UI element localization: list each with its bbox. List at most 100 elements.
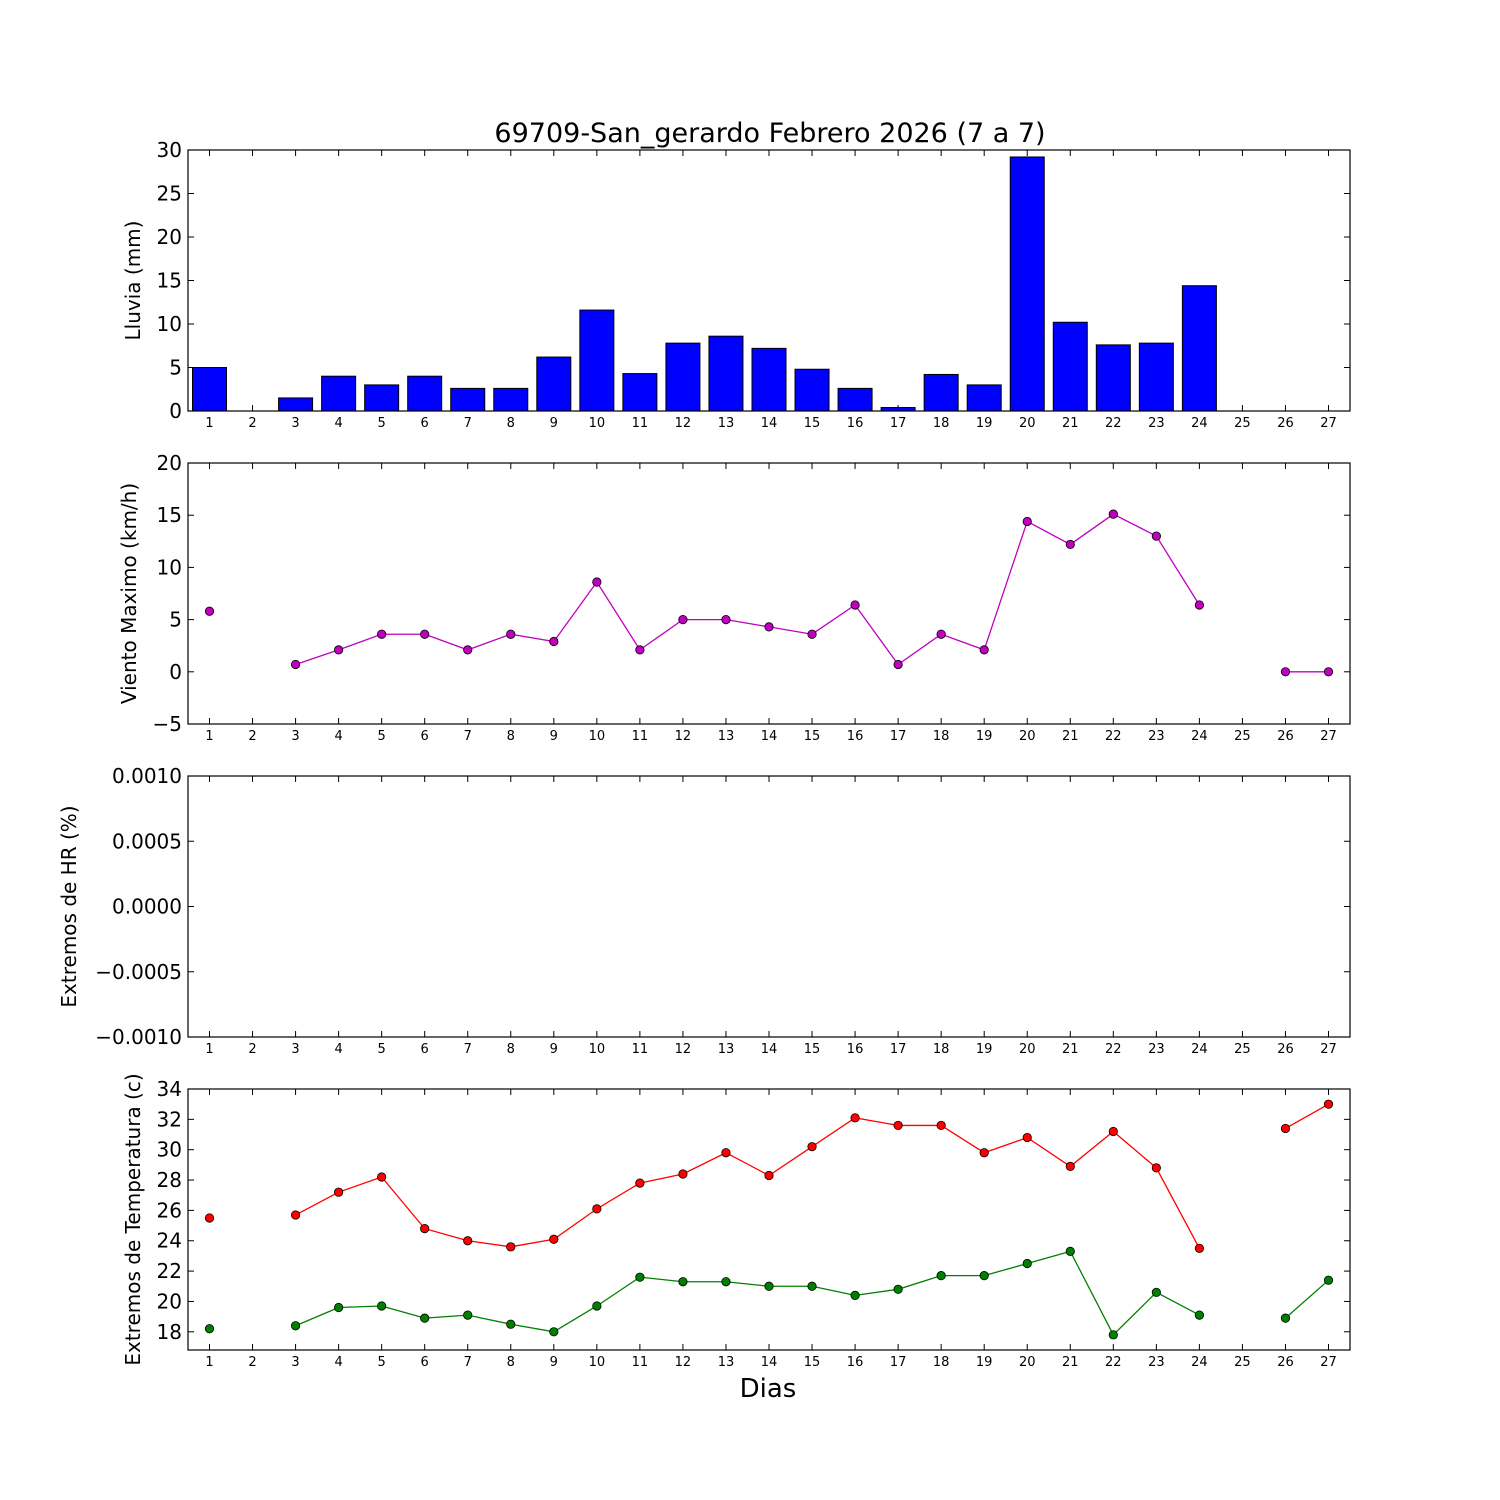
x-tick-label: 16 <box>847 1042 864 1057</box>
x-tick-label: 4 <box>334 1355 342 1370</box>
series-2-point-day-4 <box>334 1302 344 1313</box>
series-1-point-day-13 <box>721 1148 731 1158</box>
x-tick-label: 20 <box>1019 729 1036 744</box>
x-tick-label: 5 <box>378 416 386 431</box>
x-tick-label: 12 <box>675 1355 692 1370</box>
y-tick-label: 20 <box>157 1289 182 1313</box>
x-tick-label: 6 <box>421 1355 429 1370</box>
x-tick-label: 26 <box>1277 1042 1294 1057</box>
series-2-point-day-24 <box>1194 1310 1204 1320</box>
series-1-point-day-9 <box>549 636 559 647</box>
x-tick-label: 5 <box>378 1042 386 1057</box>
rain-bar-day-5 <box>364 384 400 412</box>
x-tick-label: 11 <box>632 1355 649 1370</box>
x-tick-label: 17 <box>890 1042 907 1057</box>
x-tick-label: 17 <box>890 729 907 744</box>
series-1-point-day-3 <box>290 659 301 670</box>
x-tick-label: 6 <box>421 1042 429 1057</box>
x-tick-label: 25 <box>1234 729 1251 744</box>
series-2-point-day-7 <box>463 1310 473 1320</box>
rain-bar-day-8 <box>493 387 529 412</box>
rain-bar-day-19 <box>966 384 1002 412</box>
series-1-point-day-23 <box>1151 1163 1161 1173</box>
series-2-point-day-22 <box>1108 1330 1118 1340</box>
series-1-point-day-17 <box>893 659 903 670</box>
y-axis-label: Extremos de Temperatura (c) <box>121 1073 145 1365</box>
x-tick-label: 13 <box>718 416 735 431</box>
x-tick-label: 10 <box>589 1042 606 1057</box>
series-1-point-day-23 <box>1151 531 1161 541</box>
series-1-point-day-12 <box>678 614 688 625</box>
series-1-point-day-19 <box>979 1148 989 1158</box>
series-2-point-day-20 <box>1022 1258 1032 1269</box>
rain-bar-day-20 <box>1009 156 1045 412</box>
x-tick-label: 24 <box>1191 416 1208 431</box>
x-tick-label: 6 <box>421 416 429 431</box>
series-1-point-day-22 <box>1108 509 1118 519</box>
y-tick-label: 24 <box>157 1229 182 1253</box>
x-tick-label: 12 <box>675 416 692 431</box>
x-tick-label: 24 <box>1191 729 1208 744</box>
series-1-point-day-9 <box>549 1234 559 1244</box>
axes-frame <box>187 775 1351 1038</box>
x-tick-label: 11 <box>632 416 649 431</box>
series-1-point-day-7 <box>463 645 473 655</box>
y-tick-label: 0.0000 <box>112 895 182 919</box>
x-tick-label: 23 <box>1148 1355 1165 1370</box>
x-tick-label: 26 <box>1277 1355 1294 1370</box>
x-tick-label: 5 <box>378 1355 386 1370</box>
y-tick-label: 10 <box>157 312 182 336</box>
x-tick-label: 15 <box>804 729 821 744</box>
x-tick-label: 21 <box>1062 729 1079 744</box>
y-tick-label: 0 <box>169 399 182 423</box>
x-tick-label: 27 <box>1320 416 1337 431</box>
x-tick-label: 20 <box>1019 416 1036 431</box>
x-tick-label: 9 <box>550 416 558 431</box>
x-tick-label: 15 <box>804 416 821 431</box>
rain-bar-day-21 <box>1052 321 1088 412</box>
x-tick-label: 4 <box>334 729 342 744</box>
x-tick-label: 3 <box>291 1355 299 1370</box>
series-2-point-day-19 <box>979 1271 989 1281</box>
series-1-point-day-3 <box>290 1210 301 1220</box>
x-tick-label: 19 <box>976 729 993 744</box>
y-axis-label: Viento Maximo (km/h) <box>117 483 141 704</box>
series-1-point-day-19 <box>979 645 989 655</box>
series-1-line <box>295 513 1200 666</box>
x-tick-label: 19 <box>976 1355 993 1370</box>
series-1-point-day-18 <box>936 629 946 639</box>
series-1-point-day-11 <box>635 1178 645 1188</box>
series-1-point-day-26 <box>1280 667 1291 677</box>
series-1-point-day-5 <box>377 1172 387 1182</box>
x-tick-label: 14 <box>761 729 778 744</box>
series-1-point-day-12 <box>678 1169 688 1179</box>
x-tick-label: 23 <box>1148 729 1165 744</box>
x-tick-label: 17 <box>890 1355 907 1370</box>
series-1-point-day-21 <box>1065 539 1075 550</box>
x-tick-label: 23 <box>1148 1042 1165 1057</box>
series-1-point-day-27 <box>1323 667 1334 677</box>
y-tick-label: 22 <box>157 1259 182 1283</box>
x-tick-label: 8 <box>507 729 515 744</box>
rain-bar-day-10 <box>579 309 615 412</box>
rain-bar-day-3 <box>278 397 314 412</box>
x-tick-label: 25 <box>1234 1042 1251 1057</box>
y-tick-label: 5 <box>169 608 182 632</box>
x-tick-label: 1 <box>205 1042 213 1057</box>
series-2-line <box>1285 1279 1329 1319</box>
x-tick-label: 6 <box>421 729 429 744</box>
y-tick-label: 15 <box>157 269 182 293</box>
x-tick-label: 15 <box>804 1042 821 1057</box>
x-tick-label: 3 <box>291 1042 299 1057</box>
x-tick-label: 2 <box>248 1355 256 1370</box>
x-tick-label: 22 <box>1105 1355 1122 1370</box>
rain-bar-day-22 <box>1095 344 1131 412</box>
series-2-point-day-13 <box>721 1277 731 1287</box>
rain-bar-day-13 <box>708 335 744 412</box>
x-tick-label: 1 <box>205 729 213 744</box>
series-2-point-day-8 <box>506 1319 516 1329</box>
series-1-point-day-20 <box>1022 1132 1032 1143</box>
